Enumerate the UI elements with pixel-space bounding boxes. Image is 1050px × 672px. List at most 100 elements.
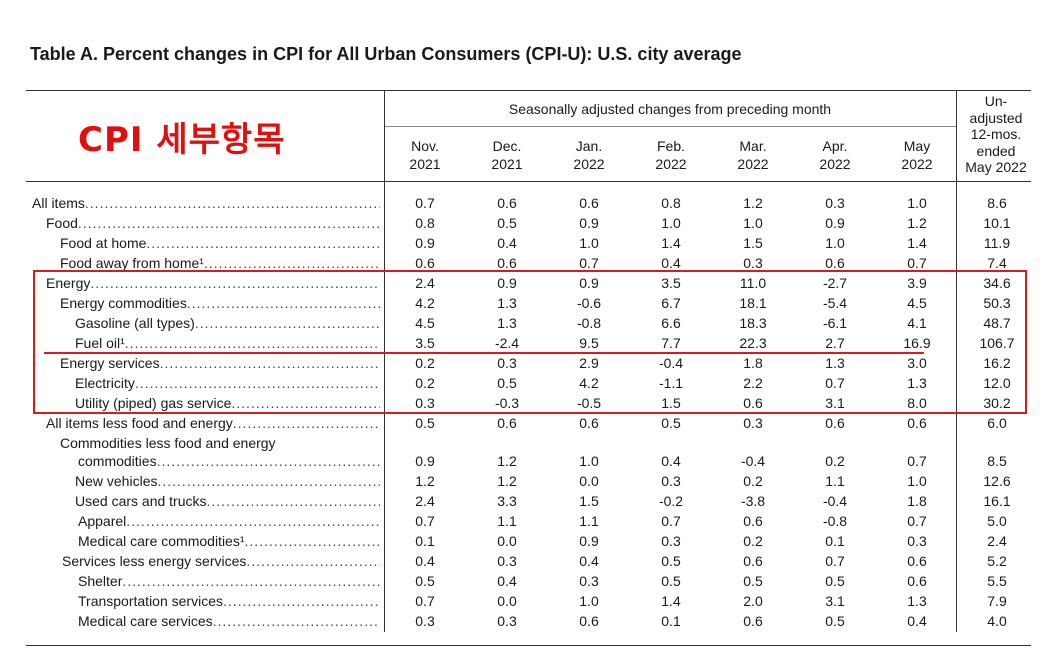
table-cell: 0.6 (579, 195, 599, 211)
table-cell: 0.7 (661, 513, 681, 529)
table-cell: 0.3 (661, 473, 681, 489)
table-cell: 4.0 (987, 613, 1007, 629)
table-cell: 0.4 (497, 235, 517, 251)
table-row: Food at home 0.9 0.4 1.0 1.4 1.5 1.0 1.4 11.9 (0, 233, 1050, 253)
column-header-month: Apr. (822, 138, 848, 154)
table-cell: 0.3 (825, 195, 845, 211)
table-cell: 0.1 (415, 533, 435, 549)
row-label-text: All items less food and energy (46, 415, 233, 431)
table-cell: 0.4 (907, 613, 927, 629)
table-cell: 1.8 (907, 493, 927, 509)
table-cell: 0.2 (743, 473, 763, 489)
dot-leader (122, 571, 380, 591)
header-bottom-rule (26, 181, 1031, 182)
table-cell: 1.5 (579, 493, 599, 509)
table-cell: 0.4 (579, 553, 599, 569)
row-label-text: Food away from home¹ (60, 255, 204, 271)
table-cell: 7.4 (987, 255, 1007, 271)
row-label-text: Electricity (75, 375, 135, 391)
fuel-oil-underline (44, 352, 924, 354)
row-label: Food (46, 213, 380, 233)
column-header: Mar. 2022 (713, 137, 793, 173)
dot-leader (157, 471, 380, 491)
row-label: New vehicles (75, 471, 380, 491)
unadjusted-header-line: May 2022 (965, 159, 1027, 175)
table-cell: 5.0 (987, 513, 1007, 529)
column-header: Dec. 2021 (467, 137, 547, 173)
cpi-annotation-label: CPI 세부항목 (78, 120, 286, 160)
column-header-month: Mar. (739, 138, 767, 154)
table-cell: 8.5 (987, 453, 1007, 469)
table-row: Food away from home¹ 0.6 0.6 0.7 0.4 0.3 0.6 0.… (0, 253, 1050, 273)
table-cell: 11.9 (983, 235, 1011, 251)
table-cell: 7.7 (661, 335, 681, 351)
table-cell: 0.3 (497, 355, 517, 371)
column-header: Jan. 2022 (549, 137, 629, 173)
column-header-year: 2021 (491, 156, 523, 172)
table-cell: -2.4 (494, 335, 520, 351)
table-cell: 0.7 (907, 255, 927, 271)
table-cell: 0.4 (661, 255, 681, 271)
table-row: All items 0.7 0.6 0.6 0.8 1.2 0.3 1.0 8.6 (0, 193, 1050, 213)
table-cell: 0.5 (497, 375, 517, 391)
row-label: Services less energy services (62, 551, 380, 571)
table-row: Energy services 0.2 0.3 2.9 -0.4 1.8 1.3 3.0 16.… (0, 353, 1050, 373)
table-cell: 0.6 (743, 553, 763, 569)
row-label: Energy (46, 273, 380, 293)
table-cell: 0.3 (497, 553, 517, 569)
table-cell: 0.9 (825, 215, 845, 231)
table-cell: 1.2 (497, 473, 517, 489)
table-cell: 0.6 (907, 553, 927, 569)
column-header-year: 2022 (901, 156, 933, 172)
dot-leader (78, 213, 380, 233)
row-label: Gasoline (all types) (75, 313, 380, 333)
table-cell: 0.7 (825, 553, 845, 569)
table-cell: 34.6 (983, 275, 1011, 291)
row-label: Shelter (78, 571, 380, 591)
table-cell: 50.3 (983, 295, 1011, 311)
table-cell: -5.4 (822, 295, 848, 311)
dot-leader (126, 511, 380, 531)
table-cell: 106.7 (979, 335, 1015, 351)
table-cell: 1.2 (743, 195, 763, 211)
row-label: commodities (78, 451, 380, 471)
table-cell: 1.1 (579, 513, 599, 529)
table-cell: 1.2 (415, 473, 435, 489)
table-cell: 0.3 (907, 533, 927, 549)
table-cell: 0.3 (743, 255, 763, 271)
table-cell: 0.5 (415, 415, 435, 431)
dot-leader (146, 233, 380, 253)
row-label: All items (32, 193, 380, 213)
table-cell: 16.1 (983, 493, 1011, 509)
column-header: Nov. 2021 (385, 137, 465, 173)
table-cell: 1.4 (661, 593, 681, 609)
table-cell: 48.7 (983, 315, 1011, 331)
table-cell: -0.4 (740, 453, 766, 469)
table-cell: 0.7 (415, 513, 435, 529)
row-label: Food away from home¹ (60, 253, 380, 273)
row-label: Transportation services (78, 591, 380, 611)
table-cell: 0.2 (825, 453, 845, 469)
table-cell: 3.5 (415, 335, 435, 351)
table-cell: 0.6 (743, 613, 763, 629)
table-cell: -1.1 (658, 375, 684, 391)
table-cell: 0.0 (497, 593, 517, 609)
table-cell: 0.9 (497, 275, 517, 291)
table-cell: 0.8 (661, 195, 681, 211)
column-header-month: Feb. (656, 138, 685, 154)
column-header-month: Jan. (575, 138, 603, 154)
table-cell: 8.0 (907, 395, 927, 411)
table-bottom-rule (26, 645, 1031, 646)
row-label: Utility (piped) gas service (75, 393, 380, 413)
table-cell: 0.4 (661, 453, 681, 469)
table-cell: 0.6 (497, 255, 517, 271)
row-label-text: Utility (piped) gas service (75, 395, 232, 411)
column-header-month: Nov. (411, 138, 439, 154)
row-label-text: Fuel oil¹ (75, 335, 125, 351)
table-cell: 10.1 (983, 215, 1011, 231)
table-cell: 0.6 (415, 255, 435, 271)
table-cell: 0.4 (415, 553, 435, 569)
row-label-text: Apparel (78, 513, 127, 529)
table-cell: -0.2 (658, 493, 684, 509)
table-cell: 0.6 (825, 255, 845, 271)
